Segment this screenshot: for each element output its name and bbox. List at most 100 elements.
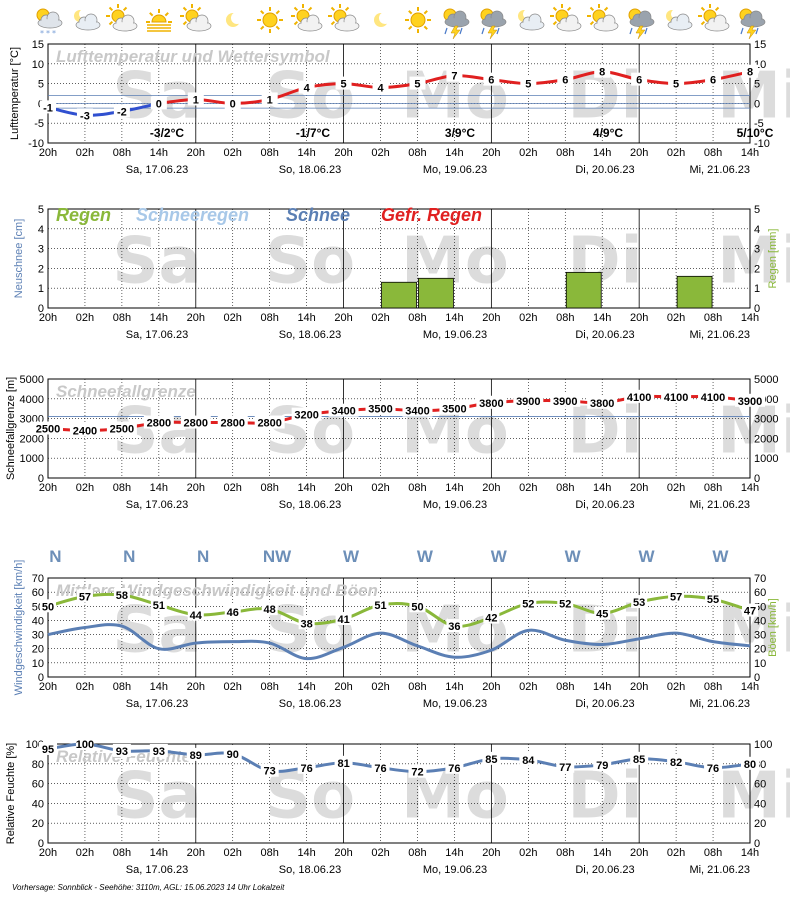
y-tick-label-right: 15: [754, 39, 766, 51]
humidity-value: 76: [448, 763, 460, 775]
humidity-value: 72: [411, 767, 423, 779]
snowline-label-bg: [476, 395, 507, 409]
gust-value: 52: [522, 598, 534, 610]
snowline-label-bg: [735, 393, 765, 407]
humidity-value: 76: [301, 763, 313, 775]
humidity-value: 85: [485, 754, 497, 766]
x-tick-label: 08h: [261, 147, 279, 159]
gust-value: 44: [190, 610, 203, 622]
y-tick-label-left: 40: [32, 798, 44, 810]
x-tick-label: 14h: [297, 147, 315, 159]
y-tick-label-right: 40: [754, 615, 766, 627]
snowline-value: 3800: [479, 398, 503, 410]
humidity-value: 85: [633, 754, 645, 766]
x-tick-label: 08h: [261, 681, 279, 693]
x-tick-label: 14h: [593, 681, 611, 693]
sun-icon: [405, 7, 431, 33]
humidity-label-bg: [75, 737, 94, 750]
gust-label-bg: [372, 597, 389, 611]
x-tick-label: 02h: [667, 147, 685, 159]
x-tick-label: 20h: [187, 681, 205, 693]
y-tick-label-left: 20: [32, 818, 44, 830]
x-tick-label: 14h: [593, 847, 611, 859]
humidity-value: 81: [337, 758, 349, 770]
y-tick-label-right: 0: [754, 98, 760, 110]
day-watermark-so: So: [265, 594, 355, 668]
y-tick-label-right: 2: [754, 263, 760, 275]
sun-cloud-icon: [180, 4, 212, 32]
day-label: Sa, 17.06.23: [126, 864, 188, 876]
humidity-value: 89: [190, 750, 202, 762]
snowline-value: 3200: [294, 410, 318, 422]
x-tick-label: 14h: [297, 681, 315, 693]
gust-value: 57: [79, 591, 91, 603]
svg-text:*: *: [46, 29, 50, 38]
y-tick-label-right: 3: [754, 244, 760, 256]
x-tick-label: 08h: [704, 681, 722, 693]
x-tick-label: 02h: [371, 482, 389, 494]
x-tick-label: 14h: [297, 312, 315, 324]
temperature-value: 4: [304, 83, 311, 95]
temperature-value: 5: [673, 79, 679, 91]
y-tick-label-right: 1000: [754, 453, 778, 465]
x-tick-label: 20h: [334, 312, 352, 324]
y-tick-label-left: 5: [38, 79, 44, 91]
snowline-label-bg: [291, 407, 322, 421]
y-tick-label-right: 20: [754, 644, 766, 656]
x-tick-label: 08h: [704, 847, 722, 859]
y-tick-label-left: -10: [28, 138, 44, 150]
x-tick-label: 20h: [39, 147, 57, 159]
day-label: Mo, 19.06.23: [423, 698, 487, 710]
snowline-label-bg: [661, 389, 692, 403]
snowline-label-bg: [69, 423, 100, 437]
gust-label-bg: [224, 604, 241, 618]
x-tick-label: 08h: [408, 482, 426, 494]
thunderstorm-icon: [739, 8, 766, 40]
snowline-value: 3800: [590, 398, 614, 410]
humidity-value: 93: [116, 746, 128, 758]
sun-cloud-icon: [328, 4, 360, 32]
gust-label-bg: [335, 612, 352, 626]
x-tick-label: 02h: [519, 147, 537, 159]
y-tick-label-left: 20: [32, 644, 44, 656]
snowline-value: 2800: [220, 418, 244, 430]
x-tick-label: 14h: [445, 681, 463, 693]
y-tick-label-left: 10: [32, 658, 44, 670]
y-tick-label-left: 2000: [20, 433, 44, 445]
y-tick-label-left: 80: [32, 759, 44, 771]
y-tick-label-left: 0: [38, 303, 44, 315]
x-tick-label: 08h: [261, 847, 279, 859]
y-tick-label-right: 0: [754, 672, 760, 684]
temperature-label-bg: [446, 68, 463, 82]
y-tick-label-left: 60: [32, 587, 44, 599]
wind-direction-label: N: [123, 547, 135, 566]
daily-min-max: 5/10°C: [737, 126, 774, 140]
temperature-value: 5: [341, 79, 347, 91]
humidity-value: 84: [522, 755, 535, 767]
temperature-value: 6: [636, 75, 642, 87]
x-tick-label: 20h: [187, 312, 205, 324]
x-tick-label: 20h: [630, 312, 648, 324]
day-label: Sa, 17.06.23: [126, 499, 188, 511]
x-tick-label: 14h: [593, 147, 611, 159]
snow-cloud-icon: * * *: [36, 8, 63, 38]
snowline-value: 4100: [701, 392, 725, 404]
gust-value: 50: [411, 601, 423, 613]
day-watermark-mi: Mi: [717, 395, 790, 469]
day-label: Mi, 21.06.23: [689, 164, 750, 176]
gust-value: 46: [227, 607, 239, 619]
y-tick-label-left: 0: [38, 838, 44, 850]
temperature-label-bg: [483, 72, 500, 86]
sun-cloud-icon: [291, 4, 323, 32]
x-tick-label: 02h: [519, 482, 537, 494]
legend-entry: Schneeregen: [136, 205, 249, 225]
x-tick-label: 14h: [593, 312, 611, 324]
humidity-value: 82: [670, 757, 682, 769]
x-tick-label: 02h: [224, 681, 242, 693]
snowline-value: 3500: [442, 404, 466, 416]
daily-min-max: -1/7°C: [296, 126, 330, 140]
wind-direction-label: W: [491, 547, 508, 566]
y-tick-label-right: 2000: [754, 433, 778, 445]
x-tick-label: 20h: [630, 147, 648, 159]
sun-icon: [257, 7, 283, 33]
